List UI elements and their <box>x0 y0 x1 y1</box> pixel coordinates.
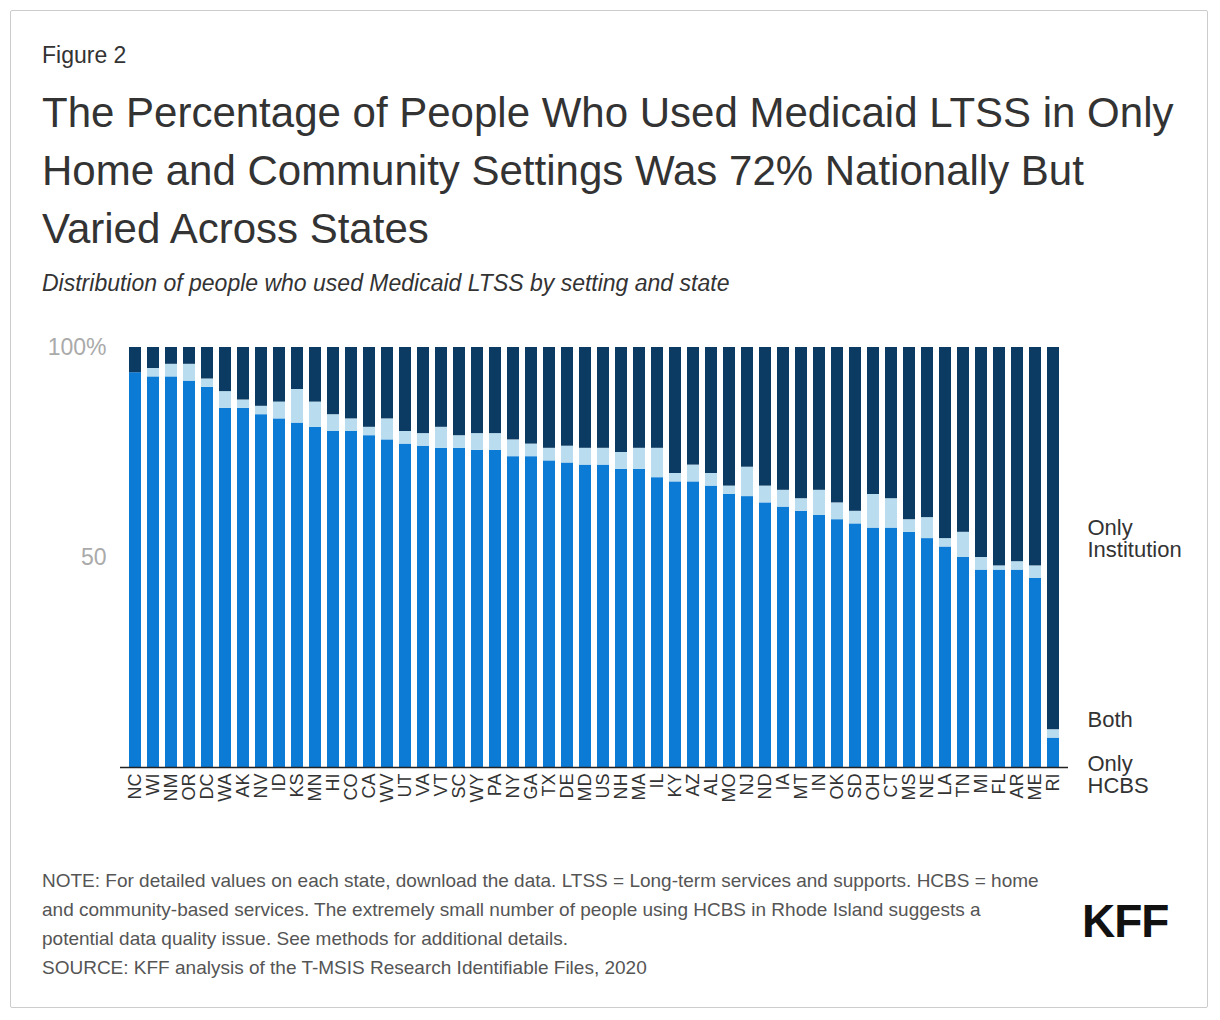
svg-text:ID: ID <box>269 773 289 791</box>
svg-text:MS: MS <box>899 774 919 801</box>
svg-text:Both: Both <box>1088 707 1133 732</box>
html-text:SOURCE: KFF analysis of the T-: SOURCE: KFF analysis of the T-MSIS Resea… <box>42 957 647 978</box>
svg-text:AL: AL <box>701 774 721 796</box>
svg-text:NJ: NJ <box>737 774 757 796</box>
svg-text:PA: PA <box>485 774 505 797</box>
svg-text:WI: WI <box>143 774 163 796</box>
svg-text:TN: TN <box>953 774 973 798</box>
svg-text:CO: CO <box>341 774 361 801</box>
html-text:Figure 2: Figure 2 <box>42 42 127 68</box>
svg-text:ME: ME <box>1025 774 1045 801</box>
html-text:NOTE: For detailed values on e: NOTE: For detailed values on each state,… <box>42 870 1039 949</box>
svg-text:NV: NV <box>251 774 271 799</box>
svg-text:MO: MO <box>719 774 739 803</box>
svg-text:50: 50 <box>81 544 107 570</box>
svg-text:DC: DC <box>197 774 217 800</box>
svg-text:OR: OR <box>179 773 199 800</box>
svg-text:AZ: AZ <box>683 774 703 797</box>
svg-text:WA: WA <box>215 774 235 802</box>
svg-text:SC: SC <box>449 774 469 799</box>
svg-text:OH: OH <box>863 774 883 801</box>
svg-text:IA: IA <box>773 774 793 791</box>
svg-text:FL: FL <box>989 774 1009 795</box>
svg-text:CA: CA <box>359 774 379 799</box>
svg-text:OnlyHCBS: OnlyHCBS <box>1088 751 1149 798</box>
svg-text:VT: VT <box>431 774 451 797</box>
svg-text:MA: MA <box>629 774 649 801</box>
svg-text:MN: MN <box>305 774 325 802</box>
svg-text:AR: AR <box>1007 774 1027 799</box>
svg-text:IL: IL <box>647 774 667 789</box>
svg-text:GA: GA <box>521 774 541 800</box>
svg-text:TX: TX <box>539 774 559 797</box>
svg-text:US: US <box>593 774 613 799</box>
html-text:Distribution of people who use: Distribution of people who used Medicaid… <box>42 270 730 296</box>
svg-text:KY: KY <box>665 774 685 798</box>
svg-text:RI: RI <box>1043 774 1063 792</box>
html-text:KFF: KFF <box>1082 895 1169 947</box>
svg-text:WV: WV <box>377 774 397 803</box>
svg-text:HI: HI <box>323 774 343 792</box>
svg-text:NC: NC <box>125 774 145 800</box>
svg-text:NM: NM <box>161 774 181 802</box>
svg-text:ND: ND <box>755 774 775 800</box>
svg-text:AK: AK <box>233 774 253 798</box>
svg-text:KS: KS <box>287 774 307 798</box>
svg-text:NY: NY <box>503 774 523 799</box>
svg-text:OK: OK <box>827 774 847 800</box>
svg-text:100%: 100% <box>48 334 107 360</box>
svg-text:NE: NE <box>917 774 937 799</box>
svg-text:MT: MT <box>791 774 811 800</box>
svg-text:IN: IN <box>809 774 829 792</box>
svg-text:MI: MI <box>971 774 991 794</box>
svg-text:CT: CT <box>881 774 901 798</box>
svg-text:UT: UT <box>395 774 415 798</box>
svg-text:MD: MD <box>575 774 595 802</box>
svg-text:VA: VA <box>413 774 433 797</box>
html-text:The Percentage of People Who U: The Percentage of People Who Used Medica… <box>42 89 1174 252</box>
svg-text:OnlyInstitution: OnlyInstitution <box>1088 515 1182 562</box>
svg-text:LA: LA <box>935 774 955 796</box>
svg-text:NH: NH <box>611 774 631 800</box>
svg-text:WY: WY <box>467 774 487 803</box>
svg-text:DE: DE <box>557 774 577 799</box>
svg-text:SD: SD <box>845 774 865 799</box>
